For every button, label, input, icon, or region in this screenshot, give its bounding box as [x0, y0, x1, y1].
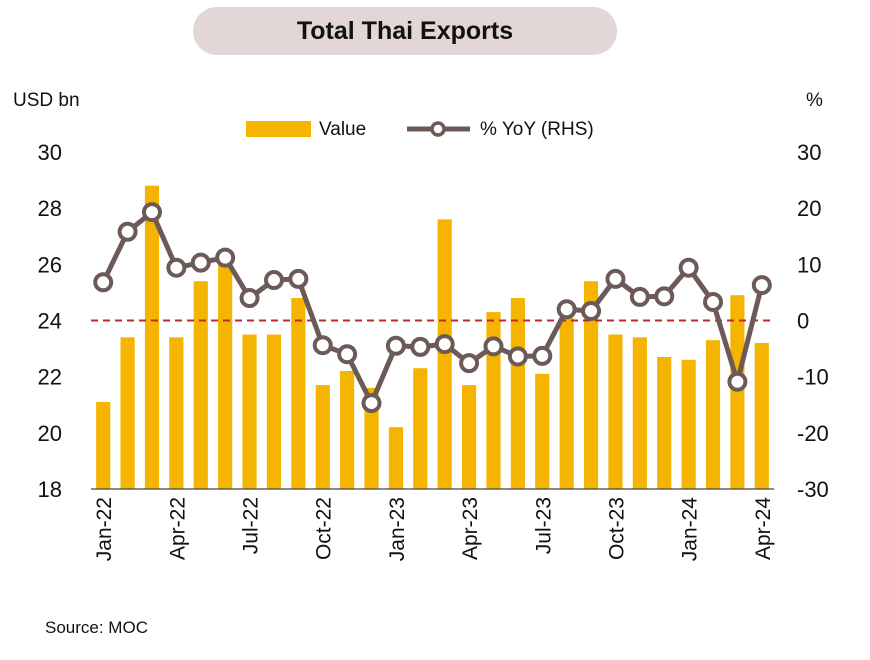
yoy-point-Apr-23: [459, 353, 480, 374]
yoy-point-Sep-22: [288, 268, 309, 289]
yoy-point-Jun-22: [215, 247, 236, 268]
tick-labels-layer: 18 20 22 24 26 28 30 -30 -20 -10 0 10 20 30 Jan-22 Apr-…: [38, 140, 829, 561]
right-tick-label: 10: [797, 252, 821, 277]
yoy-point-Jan-23: [385, 335, 406, 356]
bar-Mar-22: [144, 185, 160, 489]
x-tick-label: Jan-22: [93, 497, 116, 561]
yoy-point-Nov-23: [629, 286, 650, 307]
right-tick-label: 0: [797, 309, 809, 334]
bar-May-23: [486, 312, 501, 489]
chart-title: Total Thai Exports: [296, 16, 514, 45]
yoy-point-Jul-22: [239, 288, 260, 309]
left-tick-label: 20: [38, 421, 62, 446]
yoy-point-Feb-24: [703, 291, 724, 312]
right-tick-label: 20: [797, 196, 821, 221]
x-tick-label: Apr-23: [459, 497, 482, 560]
bar-Mar-23: [437, 219, 452, 489]
bar-Nov-22: [340, 371, 355, 489]
yoy-point-Dec-22: [361, 393, 382, 414]
bar-Jul-23: [535, 373, 550, 489]
bar-Oct-22: [315, 385, 330, 489]
bar-Jun-23: [510, 298, 525, 489]
left-axis-unit: USD bn: [13, 90, 80, 111]
yoy-point-Jan-22: [93, 272, 114, 293]
bar-Jul-22: [242, 334, 257, 489]
left-tick-label: 22: [38, 365, 62, 390]
source-note: Source: MOC: [45, 618, 148, 637]
bar-Dec-22: [364, 387, 379, 489]
left-tick-label: 28: [38, 196, 62, 221]
left-tick-label: 26: [38, 252, 62, 277]
right-axis-unit: %: [806, 90, 823, 111]
yoy-point-Jan-24: [678, 257, 699, 278]
right-tick-label: 30: [797, 140, 821, 165]
legend-value-swatch: [246, 121, 311, 137]
yoy-line-layer: [93, 202, 772, 414]
yoy-line: [100, 209, 765, 406]
bar-Jan-22: [96, 401, 111, 489]
yoy-point-Aug-23: [556, 299, 577, 320]
yoy-point-May-23: [483, 336, 504, 357]
x-tick-label: Jan-23: [386, 497, 409, 561]
bar-Oct-23: [608, 334, 623, 489]
x-tick-label: Apr-24: [752, 497, 775, 560]
left-tick-label: 24: [38, 309, 62, 334]
bar-Jan-24: [681, 359, 696, 489]
x-tick-label: Oct-23: [605, 497, 628, 560]
legend-yoy-marker: [430, 121, 446, 137]
bar-Mar-24: [730, 295, 745, 489]
yoy-point-Mar-22: [141, 202, 162, 223]
x-tick-label: Jul-22: [240, 497, 263, 554]
chart-title-pill: Total Thai Exports: [193, 7, 617, 55]
bar-Feb-24: [705, 340, 721, 489]
bar-Apr-24: [754, 342, 769, 489]
yoy-point-Mar-23: [434, 334, 455, 355]
left-tick-label: 30: [38, 140, 62, 165]
right-tick-label: -30: [797, 477, 829, 502]
yoy-point-Mar-24: [727, 371, 748, 392]
bars-layer: [96, 185, 769, 489]
yoy-point-Oct-22: [312, 335, 333, 356]
yoy-point-Aug-22: [263, 270, 284, 291]
legend-yoy-label: % YoY (RHS): [480, 119, 594, 140]
yoy-point-Dec-23: [654, 286, 675, 307]
bar-Feb-23: [413, 368, 428, 489]
bar-Jan-23: [388, 427, 403, 489]
bar-Aug-22: [266, 334, 282, 489]
x-tick-label: Oct-22: [313, 497, 336, 560]
bar-Feb-22: [120, 337, 135, 489]
yoy-point-Oct-23: [605, 268, 626, 289]
yoy-point-Feb-23: [410, 336, 431, 357]
yoy-point-Feb-22: [117, 221, 138, 242]
bar-Sep-22: [291, 298, 306, 489]
left-tick-label: 18: [38, 477, 62, 502]
right-tick-label: -10: [797, 365, 829, 390]
yoy-point-Jul-23: [532, 345, 553, 366]
bar-Jun-22: [218, 261, 233, 489]
bar-Dec-23: [657, 357, 672, 489]
legend-value-label: Value: [319, 119, 366, 140]
bar-Apr-22: [169, 337, 184, 489]
legend: Value % YoY (RHS): [246, 119, 594, 140]
bar-Sep-23: [583, 281, 599, 489]
yoy-point-May-22: [190, 252, 211, 273]
yoy-point-Apr-24: [751, 275, 772, 296]
x-tick-label: Jul-23: [532, 497, 555, 554]
right-tick-label: -20: [797, 421, 829, 446]
bar-Apr-23: [462, 385, 477, 489]
yoy-point-Sep-23: [581, 300, 602, 321]
bar-Nov-23: [632, 337, 647, 489]
x-tick-label: Apr-22: [166, 497, 189, 560]
x-tick-label: Jan-24: [679, 497, 702, 562]
yoy-point-Nov-22: [337, 344, 358, 365]
yoy-point-Jun-23: [507, 346, 528, 367]
bar-May-22: [193, 281, 208, 489]
yoy-point-Apr-22: [166, 257, 187, 278]
bar-Aug-23: [559, 317, 574, 489]
